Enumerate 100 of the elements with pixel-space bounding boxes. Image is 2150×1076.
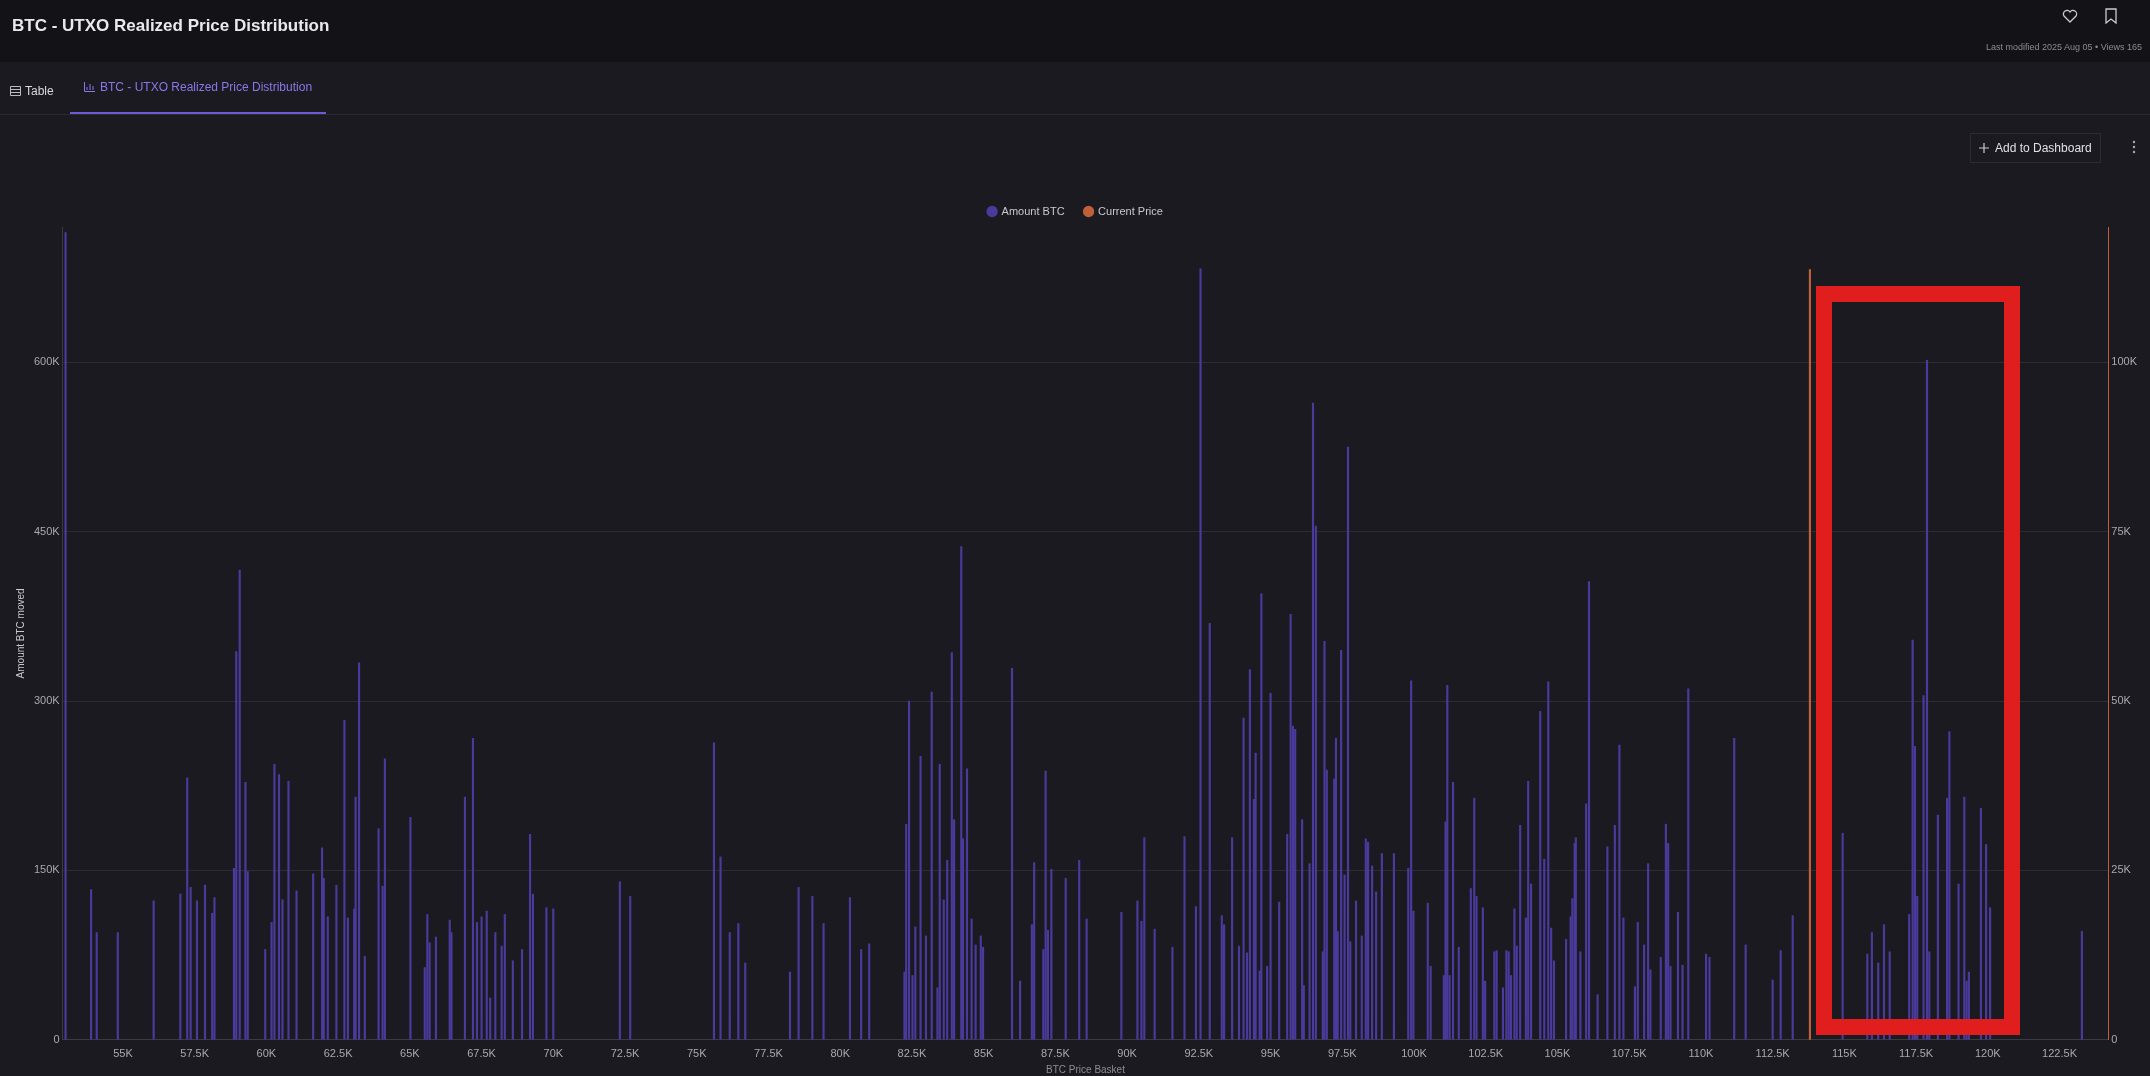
bar <box>377 828 380 1040</box>
bar <box>744 962 747 1040</box>
bar <box>728 932 731 1040</box>
x-tick-label: 117.5K <box>1899 1047 1934 1060</box>
x-tick-label: 70K <box>543 1047 564 1060</box>
bar <box>1380 853 1383 1040</box>
x-tick-label: 120K <box>1974 1047 2002 1060</box>
x-tick-label: 65K <box>400 1047 421 1060</box>
bar <box>797 887 800 1040</box>
bar <box>1050 869 1053 1040</box>
bar <box>1340 650 1343 1040</box>
bar <box>295 890 298 1040</box>
bar <box>1208 622 1211 1040</box>
text: Last modified 2025 Aug 05 • Views 165 <box>1985 42 2142 52</box>
bar <box>485 910 488 1040</box>
bar <box>480 916 483 1040</box>
bar <box>1547 681 1550 1040</box>
bar <box>1194 906 1198 1040</box>
bar <box>320 847 324 1040</box>
bar <box>1371 865 1374 1040</box>
bar <box>545 907 548 1040</box>
bar <box>213 897 216 1040</box>
bar <box>238 569 241 1040</box>
bar <box>938 764 941 1040</box>
bar <box>950 652 953 1040</box>
bar <box>1676 911 1680 1040</box>
bar <box>312 873 315 1040</box>
bar <box>1574 837 1577 1040</box>
bar <box>1085 918 1088 1040</box>
bar <box>383 758 386 1040</box>
bar <box>1183 836 1186 1040</box>
x-tick-label: 77.5K <box>754 1047 784 1060</box>
bar <box>1681 964 1684 1040</box>
bar <box>1473 797 1476 1040</box>
bar <box>811 896 814 1040</box>
bar <box>960 546 963 1040</box>
bar <box>343 719 346 1040</box>
bar <box>1260 593 1263 1040</box>
x-tick-label: 115K <box>1831 1047 1858 1060</box>
x-tick-label: 100K <box>1401 1047 1428 1060</box>
x-tick-label: 60K <box>256 1047 277 1060</box>
bar <box>1925 359 1929 1040</box>
x-tick-label: 85K <box>973 1047 995 1060</box>
bar <box>1957 883 1960 1040</box>
bar <box>494 932 497 1040</box>
bar <box>1289 613 1292 1040</box>
text: Add to Dashboard <box>1970 133 2101 163</box>
bar <box>919 756 922 1040</box>
bar <box>1171 946 1174 1040</box>
bar <box>1708 957 1711 1040</box>
bar <box>189 887 192 1040</box>
bar <box>618 881 621 1040</box>
bar <box>1294 729 1297 1040</box>
x-tick-label: 67.5K <box>467 1047 497 1060</box>
bar <box>1539 710 1542 1040</box>
bar <box>1392 853 1395 1040</box>
y2-tick-label: 75K <box>2111 524 2132 537</box>
bar <box>1220 915 1223 1040</box>
bar <box>1647 863 1650 1040</box>
x-tick-label: 57.5K <box>180 1047 210 1060</box>
y-tick-label: 0 <box>53 1032 60 1045</box>
x-tick-label: 80K <box>830 1047 851 1060</box>
bar <box>629 896 632 1040</box>
bar <box>335 884 338 1040</box>
bar <box>1481 907 1484 1040</box>
bar <box>1426 902 1429 1040</box>
x-tick-label: 95K <box>1260 1047 1281 1060</box>
bar <box>1606 846 1609 1040</box>
bar <box>1311 402 1315 1040</box>
bar <box>1354 900 1358 1040</box>
x-tick-label: 75K <box>686 1047 708 1060</box>
x-tick-label: 72.5K <box>610 1047 641 1060</box>
bar <box>409 817 412 1040</box>
bar <box>914 926 917 1040</box>
y-tick-label: 450K <box>33 524 61 537</box>
bar <box>1278 901 1281 1040</box>
bar <box>1269 692 1272 1040</box>
bar <box>287 780 290 1040</box>
y2-tick-label: 0 <box>2111 1032 2118 1045</box>
bar <box>1704 953 1708 1040</box>
bar <box>1446 685 1449 1040</box>
bar <box>965 768 969 1040</box>
bar <box>1019 980 1022 1040</box>
bar <box>511 960 514 1040</box>
bar <box>2080 931 2083 1040</box>
bar <box>1078 859 1081 1040</box>
bar <box>822 923 825 1040</box>
bar <box>1779 950 1782 1040</box>
bar <box>244 782 247 1040</box>
y-tick-label: 600K <box>33 355 61 368</box>
x-tick-label: 122.5K <box>2042 1047 2078 1060</box>
bar <box>1231 837 1234 1040</box>
bar <box>152 900 155 1040</box>
x-tick-label: 87.5K <box>1041 1047 1071 1060</box>
bar <box>1564 939 1568 1040</box>
bar <box>1744 944 1747 1040</box>
bar <box>1323 640 1326 1040</box>
bar <box>737 923 740 1040</box>
bar <box>930 691 933 1040</box>
bar <box>426 914 429 1040</box>
